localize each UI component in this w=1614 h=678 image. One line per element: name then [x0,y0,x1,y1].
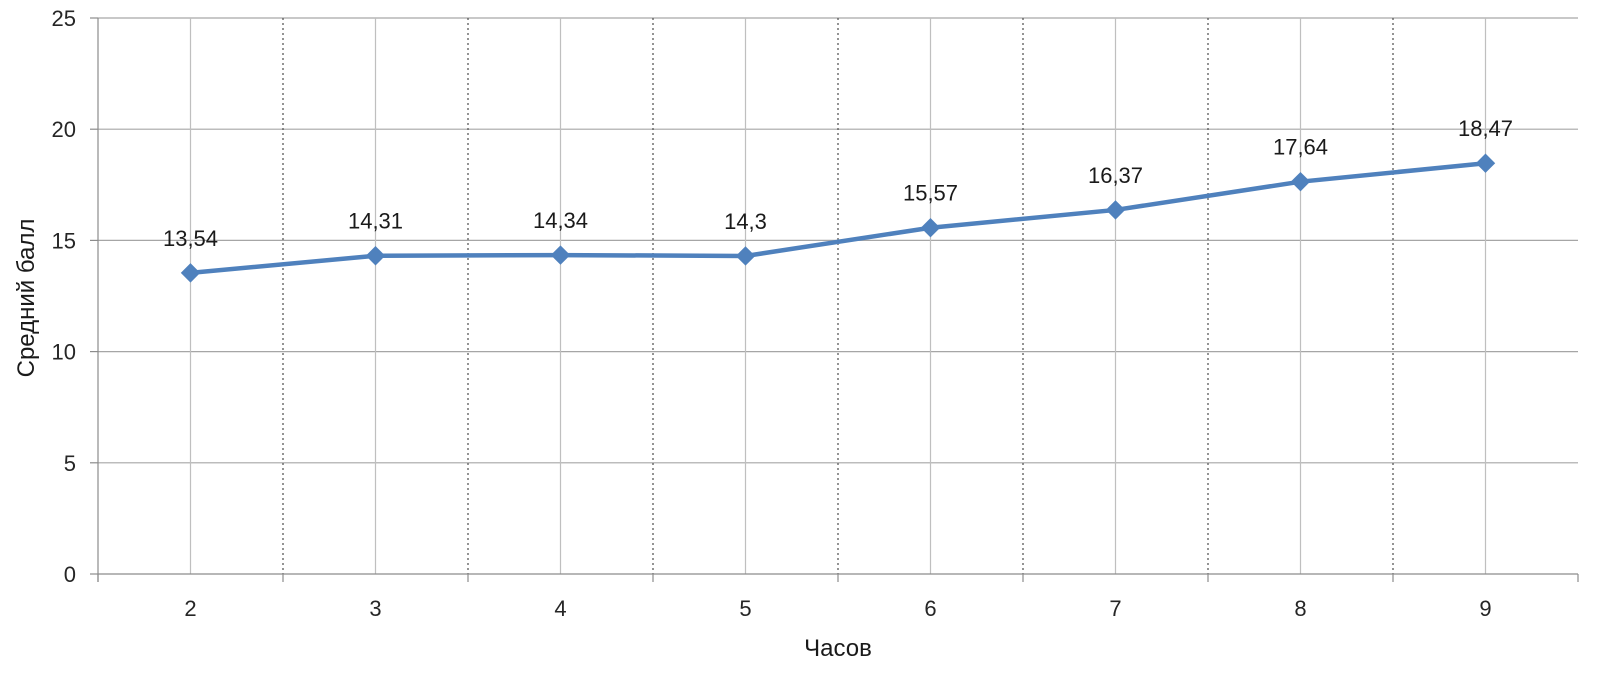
y-tick-label: 15 [52,228,76,253]
y-axis-title: Средний балл [13,219,40,378]
x-axis-title: Часов [804,635,872,662]
axes [90,17,1579,582]
grid [98,17,1578,574]
x-tick-label: 3 [369,596,381,621]
data-point-marker [365,246,386,266]
y-tick-label: 10 [52,340,76,365]
data-label: 14,3 [724,209,767,234]
x-tick-label: 7 [1109,596,1121,621]
x-tick-label: 4 [554,596,566,621]
y-tick-label: 0 [64,562,76,587]
data-point-marker [180,263,201,283]
data-point-marker [1290,171,1311,192]
data-point-marker [550,245,571,265]
data-label: 16,37 [1088,163,1143,188]
data-label: 18,47 [1458,116,1513,141]
data-label: 17,64 [1273,135,1328,160]
data-label: 13,54 [163,226,218,251]
x-tick-label: 9 [1479,596,1491,621]
y-tick-label: 25 [52,6,76,31]
y-tick-label: 5 [64,451,76,476]
data-label: 14,31 [348,209,403,234]
data-point-marker [1475,153,1496,173]
x-tick-label: 8 [1294,596,1306,621]
data-label: 15,57 [903,181,958,206]
series-line [188,160,1488,276]
tick-labels: 0 5 10 15 20 25 2 3 4 5 6 7 8 9 [52,6,1492,621]
y-tick-label: 20 [52,117,76,142]
data-point-marker [920,218,941,238]
data-point-marker [735,246,756,266]
data-point-marker [1105,200,1126,220]
series [180,153,1496,283]
x-tick-label: 5 [739,596,751,621]
data-label: 14,34 [533,208,588,233]
data-labels: 13,54 14,31 14,34 14,3 15,57 16,37 17,64 18,47 [163,116,1513,251]
x-tick-label: 6 [924,596,936,621]
x-tick-label: 2 [184,596,196,621]
